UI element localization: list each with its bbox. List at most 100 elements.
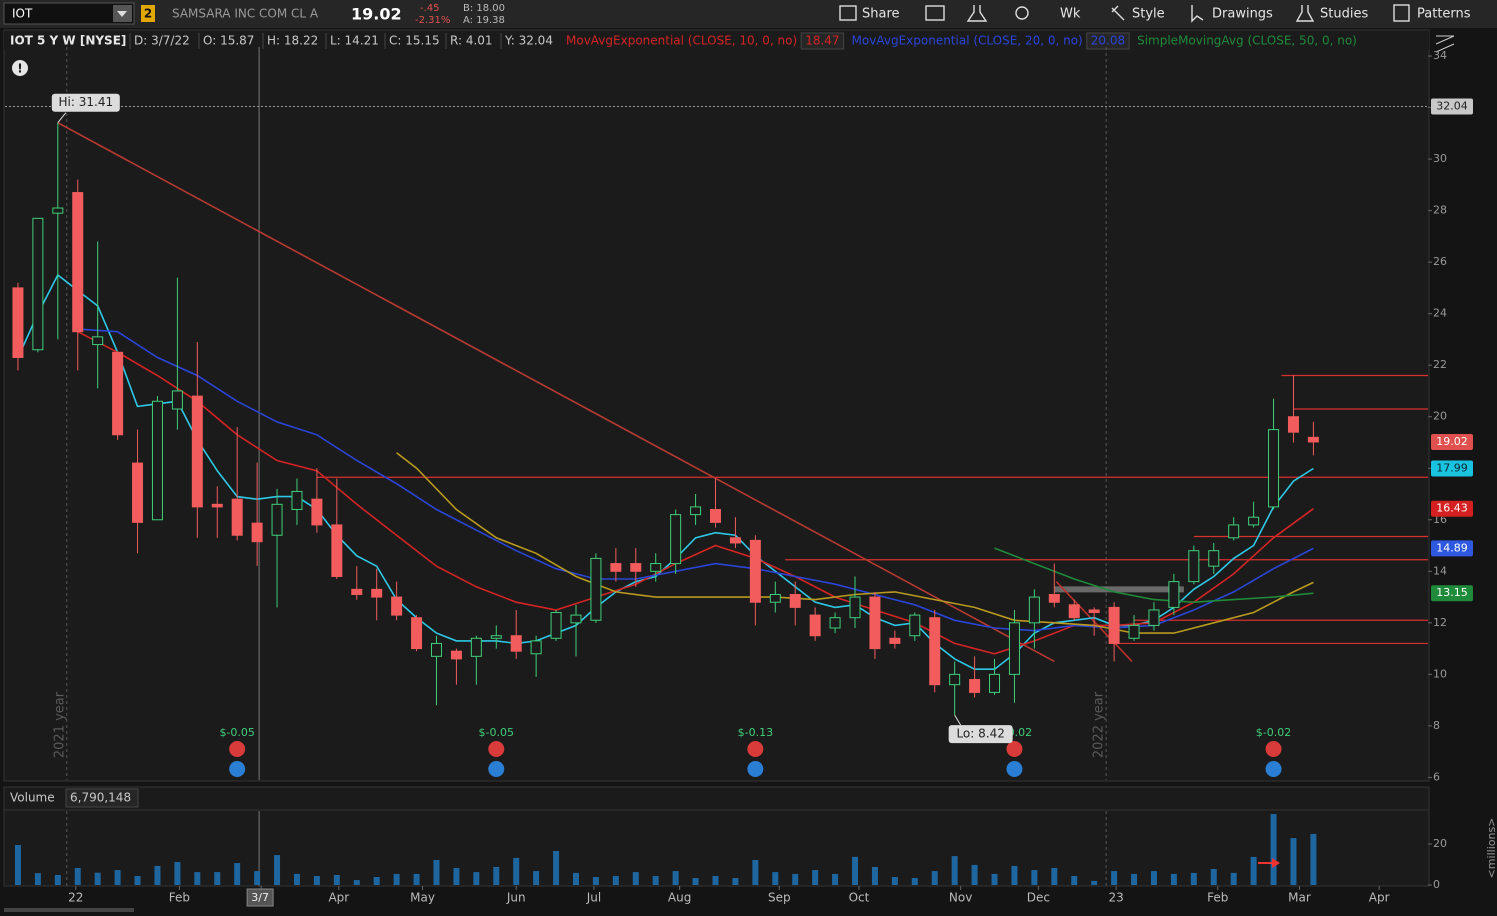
toolbar-button[interactable]: Style <box>1132 7 1165 22</box>
candle-body <box>92 336 104 346</box>
volume-bar <box>1310 833 1317 885</box>
volume-bar <box>852 856 859 885</box>
volume-bar <box>991 873 998 885</box>
y-tick-label: 22 <box>1433 358 1447 371</box>
toolbar-button[interactable]: Drawings <box>1212 7 1273 22</box>
toolbar-button[interactable]: Share <box>862 7 900 22</box>
toolbar-button[interactable]: Patterns <box>1417 7 1471 22</box>
candle-body <box>1068 604 1080 619</box>
price-bubble <box>1431 540 1473 557</box>
earnings-icon[interactable] <box>229 741 246 757</box>
price-bubble-label: 13.15 <box>1436 586 1468 599</box>
axis-tool-icon[interactable] <box>1435 35 1455 53</box>
legend-readout: Y: 32.04 <box>504 34 553 48</box>
volume-bar <box>234 863 241 885</box>
symbol: IOT <box>12 7 33 21</box>
y-tick-label: 20 <box>1433 410 1447 423</box>
volume-bar <box>353 880 360 885</box>
x-tick-label: Sep <box>768 891 791 905</box>
price-panel <box>3 29 1430 782</box>
toolbar-button[interactable]: Wk <box>1060 7 1081 22</box>
candle-body <box>231 498 243 536</box>
y-tick-label: 24 <box>1433 307 1447 320</box>
x-tick-label: Dec <box>1027 891 1050 905</box>
flask-icon[interactable] <box>966 5 988 22</box>
x-tick-label: Aug <box>668 891 691 905</box>
candle-body <box>1048 593 1060 603</box>
layout-icon[interactable] <box>925 5 945 21</box>
candle-body <box>430 642 442 657</box>
candle-body <box>72 192 84 333</box>
x-tick-label: Feb <box>1207 891 1228 905</box>
y-tick-label: 6 <box>1433 770 1440 783</box>
x-tick-label: May <box>410 891 435 905</box>
dividend-info-icon[interactable] <box>229 761 246 777</box>
y-tick-label: 30 <box>1433 152 1447 165</box>
volume-y-tick-label: 20 <box>1433 837 1447 850</box>
x-tick-label: 23 <box>1108 891 1123 905</box>
candle-body <box>1128 624 1140 639</box>
settings-icon[interactable] <box>1015 6 1029 20</box>
y-tick-label: 14 <box>1433 564 1447 577</box>
volume-bar <box>14 845 21 885</box>
candle-body <box>989 673 1001 693</box>
alert-icon[interactable] <box>12 60 28 76</box>
candle-body <box>550 612 562 639</box>
trendline <box>57 122 1055 663</box>
earnings-icon[interactable] <box>1006 741 1023 757</box>
legend-title: IOT 5 Y W [NYSE] <box>10 34 126 48</box>
volume-bar <box>114 870 121 885</box>
link-badge: 2 <box>144 7 152 21</box>
hi-label-box <box>51 93 120 112</box>
earnings-icon[interactable] <box>1265 741 1282 757</box>
dividend-info-icon[interactable] <box>1265 761 1282 777</box>
candle-body <box>191 395 203 508</box>
x-tick-label: Nov <box>949 891 972 905</box>
study-name: SimpleMovingAvg (CLOSE, 50, 0, no) <box>1137 34 1357 48</box>
earnings-label: $-0.02 <box>1256 726 1291 739</box>
legend-readout: O: 15.87 <box>203 34 254 48</box>
dividend-info-icon[interactable] <box>488 761 505 777</box>
volume-bar <box>493 866 500 885</box>
candle-body <box>32 217 44 351</box>
candle-body <box>251 522 263 543</box>
candle-body <box>789 593 801 608</box>
alert-mark: ! <box>17 62 22 76</box>
price-bubble-label: 16.43 <box>1436 502 1468 515</box>
candle-body <box>371 588 383 598</box>
x-tick-label: Feb <box>169 891 190 905</box>
scrollbar[interactable] <box>4 908 134 912</box>
symbol-input[interactable] <box>3 2 135 25</box>
price-bubble-label: 17.99 <box>1436 462 1468 475</box>
patterns-icon <box>1393 4 1410 22</box>
x-tick-label: Apr <box>1369 891 1390 905</box>
volume-bar <box>592 877 599 885</box>
dropdown-arrow <box>117 11 127 17</box>
volume-bar <box>612 875 619 885</box>
lo-pointer <box>954 714 962 726</box>
volume-bar <box>792 873 799 885</box>
volume-bar <box>134 875 141 885</box>
candle-body <box>311 498 323 526</box>
last-price: 19.02 <box>351 5 402 24</box>
candle-body <box>470 637 482 657</box>
volume-bar <box>951 856 958 885</box>
legend-readout: D: 3/7/22 <box>134 34 190 48</box>
volume-bar <box>772 872 779 885</box>
volume-bar <box>1230 872 1237 885</box>
toolbar-button[interactable]: Studies <box>1320 7 1368 22</box>
link-badge-bg[interactable] <box>141 5 155 22</box>
earnings-icon[interactable] <box>747 741 764 757</box>
candle-body <box>510 635 522 652</box>
candle-body <box>391 596 403 616</box>
price-bubble <box>1431 460 1473 477</box>
dividend-info-icon[interactable] <box>1006 761 1023 777</box>
candle-body <box>650 563 662 572</box>
moving-average <box>17 273 1314 670</box>
ask: A: 19.38 <box>463 15 505 26</box>
dividend-info-icon[interactable] <box>747 761 764 777</box>
earnings-icon[interactable] <box>488 741 505 757</box>
volume-bar <box>911 878 918 885</box>
lo-label: Lo: 8.42 <box>956 727 1004 741</box>
price-bubble-label: 14.89 <box>1436 541 1468 554</box>
